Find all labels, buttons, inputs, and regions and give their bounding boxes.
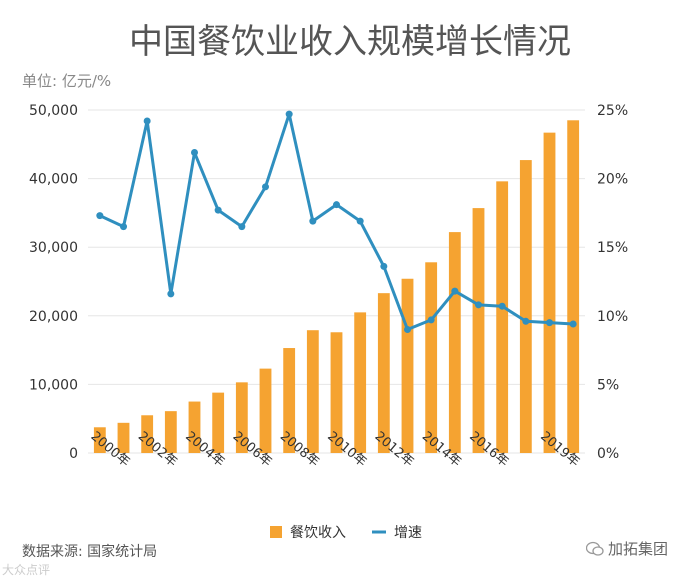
bar <box>259 368 272 453</box>
growth-point <box>309 217 317 225</box>
right-axis-tick-label: 0% <box>597 446 619 462</box>
right-axis-tick-label: 20% <box>597 172 628 188</box>
growth-point <box>143 117 151 125</box>
legend-label-growth: 增速 <box>394 525 422 541</box>
bar <box>543 132 556 453</box>
bar <box>141 415 154 453</box>
brand: 加拓集团 <box>586 538 668 559</box>
left-axis-tick-label: 20,000 <box>29 309 78 325</box>
bar <box>117 422 130 453</box>
chart-title: 中国餐饮业收入规模增长情况 <box>129 22 571 62</box>
growth-point <box>262 183 269 191</box>
bar-series <box>93 120 580 453</box>
unit-label: 单位: 亿元/% <box>22 72 112 90</box>
right-axis: 0% 5% 10% 15% 20% 25% <box>597 103 628 462</box>
growth-point <box>475 301 482 309</box>
bar <box>448 232 461 453</box>
growth-point <box>238 223 246 231</box>
bar <box>212 392 225 453</box>
watermark: 大众点评 <box>2 563 51 577</box>
bar <box>306 330 319 453</box>
brand-label: 加拓集团 <box>608 540 669 558</box>
bar <box>567 120 580 453</box>
growth-point <box>214 206 222 214</box>
bar <box>377 293 390 453</box>
legend: 餐饮收入 增速 <box>270 525 422 541</box>
growth-point <box>451 287 459 295</box>
bar <box>235 382 248 453</box>
growth-point <box>167 290 175 298</box>
legend-swatch-bar <box>270 526 282 538</box>
bar <box>519 160 532 453</box>
growth-point <box>333 201 340 209</box>
left-axis-tick-label: 0 <box>69 446 78 462</box>
wechat-icon <box>586 541 604 556</box>
growth-point <box>356 217 364 225</box>
left-axis-tick-label: 10,000 <box>29 377 78 393</box>
growth-point <box>380 262 388 270</box>
bar <box>164 411 177 453</box>
bar <box>472 208 485 453</box>
legend-label-income: 餐饮收入 <box>290 525 346 541</box>
bar <box>496 181 509 453</box>
right-axis-tick-label: 10% <box>597 309 628 325</box>
growth-point <box>191 149 198 157</box>
line-series <box>96 110 577 334</box>
growth-point <box>522 317 530 325</box>
growth-point <box>404 326 411 334</box>
data-source: 数据来源: 国家统计局 <box>22 544 158 560</box>
growth-point <box>427 316 435 324</box>
bar <box>425 262 438 453</box>
growth-point <box>120 223 127 231</box>
right-axis-tick-label: 15% <box>597 240 628 256</box>
right-axis-tick-label: 5% <box>597 377 619 393</box>
growth-point <box>569 320 577 328</box>
bar <box>188 401 201 453</box>
bar <box>401 278 414 453</box>
left-axis: 0 10,000 20,000 30,000 40,000 50,000 <box>29 103 78 462</box>
left-axis-tick-label: 40,000 <box>29 172 78 188</box>
bar <box>354 312 367 453</box>
bar <box>283 348 296 453</box>
left-axis-tick-label: 30,000 <box>29 240 78 256</box>
growth-point <box>285 110 293 118</box>
growth-point <box>96 212 104 220</box>
bar <box>330 332 343 453</box>
growth-point <box>498 302 506 310</box>
left-axis-tick-label: 50,000 <box>29 103 78 119</box>
growth-point <box>546 319 553 327</box>
right-axis-tick-label: 25% <box>597 103 628 119</box>
bar <box>93 427 106 453</box>
